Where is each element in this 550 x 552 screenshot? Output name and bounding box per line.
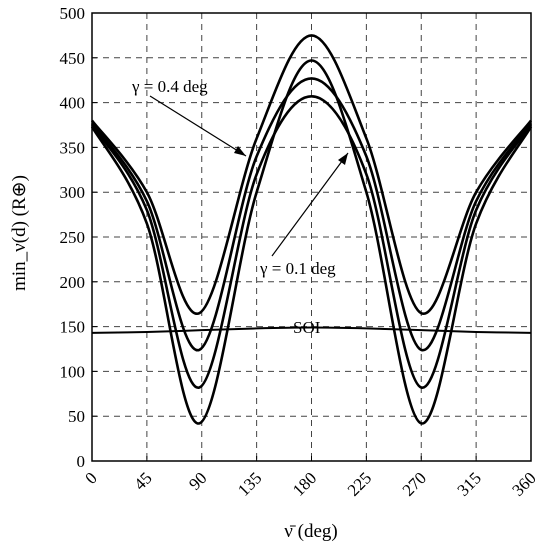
y-tick-label: 450: [60, 49, 86, 68]
annotation-gamma-0-4: γ = 0.4 deg: [131, 77, 208, 96]
x-tick-label: 225: [344, 468, 375, 499]
y-tick-label: 400: [60, 94, 86, 113]
x-tick-label: 90: [185, 468, 210, 493]
annotation-soi: SOI: [293, 318, 321, 337]
x-tick-label: 45: [130, 468, 155, 493]
arrow-gamma-0-1: [271, 152, 349, 257]
y-tick-label: 0: [77, 452, 86, 471]
x-axis-label: ν̄ (deg): [284, 521, 337, 542]
y-tick-label: 100: [60, 362, 86, 381]
series-line-1: [90, 77, 533, 352]
series-line-0: [90, 34, 533, 315]
arrow-gamma-0-4: [149, 95, 247, 157]
y-tick-label: 500: [60, 4, 86, 23]
y-tick-group: 0 50 100 150 200 250 300 350 400 450 500: [60, 4, 97, 471]
series-line-2: [90, 95, 533, 389]
y-tick-label: 200: [60, 273, 86, 292]
arrowhead-gamma-0-4: [234, 146, 246, 156]
arrowhead-gamma-0-1: [338, 153, 348, 165]
x-tick-label: 315: [453, 468, 484, 499]
series-line-3: [90, 59, 533, 425]
y-tick-label: 350: [60, 138, 86, 157]
annotation-gamma-0-1: γ = 0.1 deg: [259, 259, 336, 278]
x-tick-label: 0: [81, 468, 100, 487]
x-tick-label: 135: [234, 468, 265, 499]
series-group: [90, 34, 533, 425]
x-tick-label: 180: [289, 468, 320, 499]
y-axis-label: min_ν(d) (R⊕): [9, 175, 30, 291]
x-tick-label: 270: [399, 468, 430, 499]
y-tick-label: 50: [68, 407, 85, 426]
x-tick-group: 0 45 90 135 180 225 270 315 360: [81, 456, 540, 500]
y-tick-label: 250: [60, 228, 86, 247]
soi-line: [91, 326, 532, 334]
x-tick-label: 360: [508, 468, 539, 499]
y-tick-label: 300: [60, 183, 86, 202]
y-tick-label: 150: [60, 318, 86, 337]
